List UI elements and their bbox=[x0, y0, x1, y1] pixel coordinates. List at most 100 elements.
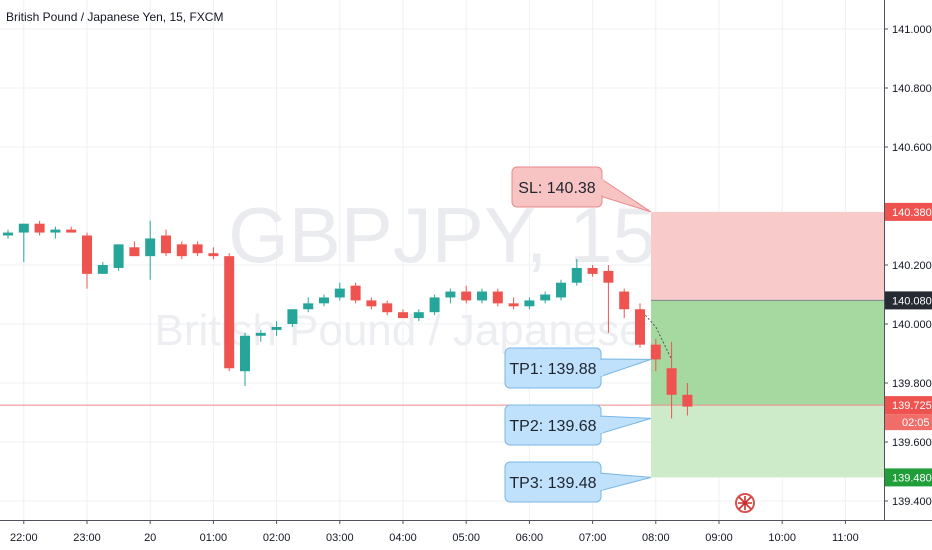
candle[interactable] bbox=[524, 297, 535, 310]
price-tick-label: 141.000 bbox=[892, 24, 932, 36]
price-axis[interactable] bbox=[884, 0, 932, 550]
chart-title: British Pound / Japanese Yen, 15, FXCM bbox=[6, 10, 223, 24]
candle-body bbox=[666, 368, 677, 395]
candle[interactable] bbox=[398, 309, 408, 319]
candle-body bbox=[587, 267, 598, 274]
time-tick-label: 04:00 bbox=[389, 532, 417, 544]
candle[interactable] bbox=[461, 285, 472, 304]
candle[interactable] bbox=[287, 309, 298, 327]
candle[interactable] bbox=[161, 229, 171, 257]
candle[interactable] bbox=[129, 241, 140, 257]
candle-body bbox=[3, 232, 13, 236]
stop-loss-price-badge: 140.380 bbox=[885, 202, 932, 221]
candle-body bbox=[224, 256, 235, 369]
candle[interactable] bbox=[508, 297, 519, 310]
price-badge-bg bbox=[885, 291, 932, 310]
candle-body bbox=[603, 270, 614, 283]
price-badge-bg bbox=[885, 396, 932, 415]
candle[interactable] bbox=[192, 241, 203, 257]
candle[interactable] bbox=[540, 291, 551, 304]
candle[interactable] bbox=[271, 321, 282, 336]
uk-flag-icon[interactable] bbox=[735, 493, 755, 513]
candle[interactable] bbox=[682, 383, 693, 416]
candle[interactable] bbox=[366, 297, 377, 310]
take-profit-callout-3[interactable]: TP3: 139.48 bbox=[504, 461, 652, 503]
callout-joint bbox=[596, 179, 604, 195]
take-profit-zone-remaining bbox=[651, 405, 884, 478]
candle[interactable] bbox=[240, 332, 250, 386]
candle[interactable] bbox=[666, 341, 677, 419]
time-tick-label: 23:00 bbox=[73, 532, 101, 544]
candle[interactable] bbox=[113, 244, 124, 271]
time-tick-label: 22:00 bbox=[10, 532, 38, 544]
candle-body bbox=[271, 326, 282, 330]
candle-body bbox=[161, 235, 171, 254]
countdown-label: 02:05 bbox=[902, 417, 930, 429]
candle[interactable] bbox=[445, 288, 456, 304]
candle-body bbox=[635, 309, 645, 345]
time-tick-label: 03:00 bbox=[326, 532, 354, 544]
callout-joint bbox=[595, 474, 603, 490]
candle[interactable] bbox=[34, 220, 45, 236]
candle[interactable] bbox=[492, 288, 503, 307]
candle[interactable] bbox=[603, 265, 614, 333]
candle[interactable] bbox=[587, 265, 598, 277]
callout-label: TP1: 139.88 bbox=[509, 361, 596, 378]
time-axis[interactable] bbox=[0, 520, 932, 550]
candle[interactable] bbox=[18, 223, 29, 263]
candle[interactable] bbox=[571, 259, 582, 286]
candle[interactable] bbox=[319, 294, 329, 307]
callout-label: TP3: 139.48 bbox=[509, 475, 596, 492]
candle[interactable] bbox=[334, 282, 345, 301]
candle[interactable] bbox=[3, 229, 13, 239]
take-profit-callout-1[interactable]: TP1: 139.88 bbox=[504, 347, 652, 389]
candle[interactable] bbox=[303, 297, 314, 313]
candle[interactable] bbox=[619, 288, 630, 319]
stop-loss-zone bbox=[651, 211, 884, 301]
candle-body bbox=[571, 267, 582, 283]
candle[interactable] bbox=[145, 220, 156, 280]
time-tick-label: 07:00 bbox=[579, 532, 607, 544]
candle[interactable] bbox=[382, 300, 393, 316]
countdown-bg bbox=[885, 414, 932, 431]
candle[interactable] bbox=[413, 309, 424, 322]
entry-price-badge: 140.080 bbox=[885, 291, 932, 310]
candle-body bbox=[556, 282, 566, 298]
candle[interactable] bbox=[97, 262, 108, 274]
stop-loss-callout[interactable]: SL: 140.38 bbox=[511, 166, 652, 213]
candles-group bbox=[3, 220, 693, 419]
price-badge-label: 140.380 bbox=[892, 207, 932, 219]
time-tick-label: 02:00 bbox=[263, 532, 291, 544]
candle[interactable] bbox=[429, 294, 440, 316]
price-badge-label: 139.480 bbox=[892, 472, 932, 484]
candle[interactable] bbox=[224, 253, 235, 372]
candle[interactable] bbox=[255, 329, 266, 342]
time-tick-label: 09:00 bbox=[705, 532, 733, 544]
candle[interactable] bbox=[650, 338, 661, 372]
callout-pointer bbox=[598, 472, 652, 492]
candle[interactable] bbox=[66, 226, 77, 233]
candle[interactable] bbox=[350, 282, 361, 304]
candle[interactable] bbox=[635, 303, 645, 348]
current-price-badge: 139.725 02:05 bbox=[885, 396, 932, 431]
candle-body bbox=[398, 312, 408, 319]
callout-joint bbox=[595, 360, 603, 376]
candle[interactable] bbox=[556, 279, 566, 301]
candle[interactable] bbox=[477, 288, 487, 304]
callout-pointer bbox=[598, 415, 652, 435]
candle[interactable] bbox=[176, 241, 187, 260]
take-profit-callout-2[interactable]: TP2: 139.68 bbox=[504, 404, 652, 446]
candle[interactable] bbox=[82, 232, 92, 289]
candle-body bbox=[255, 332, 266, 336]
candle-body bbox=[492, 291, 503, 304]
candle-body bbox=[429, 297, 440, 313]
time-tick-label: 06:00 bbox=[516, 532, 544, 544]
take-profit-zone-reached bbox=[651, 300, 884, 406]
candle[interactable] bbox=[208, 247, 219, 260]
candle-body bbox=[129, 247, 140, 257]
candle[interactable] bbox=[50, 226, 61, 239]
candle-body bbox=[192, 244, 203, 254]
candle-body bbox=[82, 235, 92, 274]
